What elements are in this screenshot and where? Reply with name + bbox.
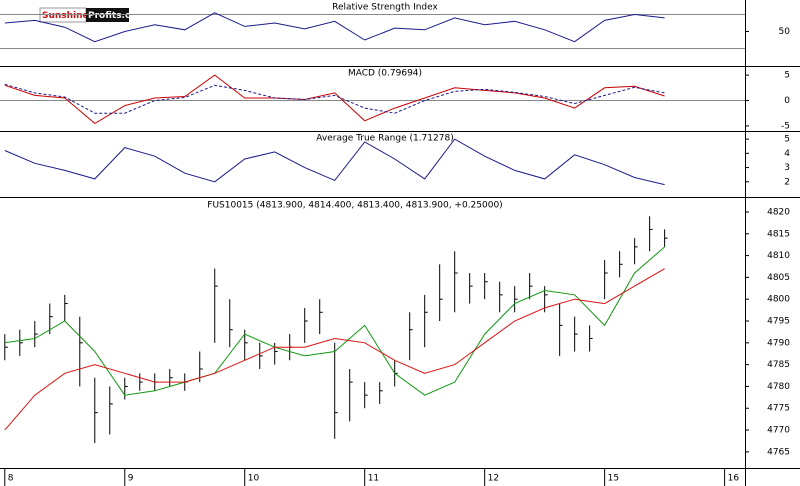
indicator-line — [4, 74, 665, 125]
x-tick-label: 16 — [728, 474, 740, 484]
y-tick-label: 4790 — [767, 338, 790, 348]
panel-title: MACD (0.79694) — [348, 69, 422, 79]
logo-text: Sunshine — [42, 11, 89, 21]
indicator-line — [4, 83, 665, 114]
y-tick-label: 4785 — [767, 360, 790, 370]
logo: Sunshine Profits.com — [39, 7, 146, 23]
y-tick-label: 4815 — [767, 229, 790, 239]
moving-average — [4, 268, 665, 431]
logo-text: Profits.com — [88, 11, 146, 21]
x-tick-label: 11 — [368, 474, 379, 484]
y-tick-label: 50 — [779, 27, 791, 37]
y-tick-label: -5 — [781, 121, 790, 131]
y-tick-label: 5 — [784, 135, 790, 145]
indicator-line — [4, 12, 665, 43]
indicator-line — [4, 138, 665, 186]
x-tick-label: 15 — [608, 474, 619, 484]
y-tick-label: 4810 — [767, 251, 790, 261]
y-tick-label: 4800 — [767, 295, 790, 305]
y-tick-label: 4820 — [767, 207, 790, 217]
y-tick-label: 4795 — [767, 317, 790, 327]
y-tick-label: 4775 — [767, 404, 790, 414]
x-tick-label: 9 — [128, 474, 134, 484]
y-tick-label: 4805 — [767, 273, 790, 283]
panel-title: Average True Range (1.71278) — [316, 134, 453, 144]
y-tick-label: 4780 — [767, 382, 790, 392]
y-tick-label: 5 — [784, 71, 790, 81]
y-tick-label: 3 — [784, 163, 790, 173]
x-tick-label: 12 — [488, 474, 499, 484]
y-tick-label: 4 — [784, 149, 790, 159]
y-tick-label: 4770 — [767, 426, 790, 436]
x-tick-label: 8 — [8, 474, 14, 484]
moving-average — [4, 246, 665, 396]
y-tick-label: 0 — [784, 96, 790, 106]
y-tick-label: 2 — [784, 177, 790, 187]
logo-box — [86, 8, 129, 22]
y-tick-label: 4765 — [767, 447, 790, 457]
panel-title: Relative Strength Index — [332, 3, 438, 13]
panel-title: FUS10015 (4813.900, 4814.400, 4813.400, … — [207, 201, 502, 211]
x-tick-label: 10 — [248, 474, 260, 484]
